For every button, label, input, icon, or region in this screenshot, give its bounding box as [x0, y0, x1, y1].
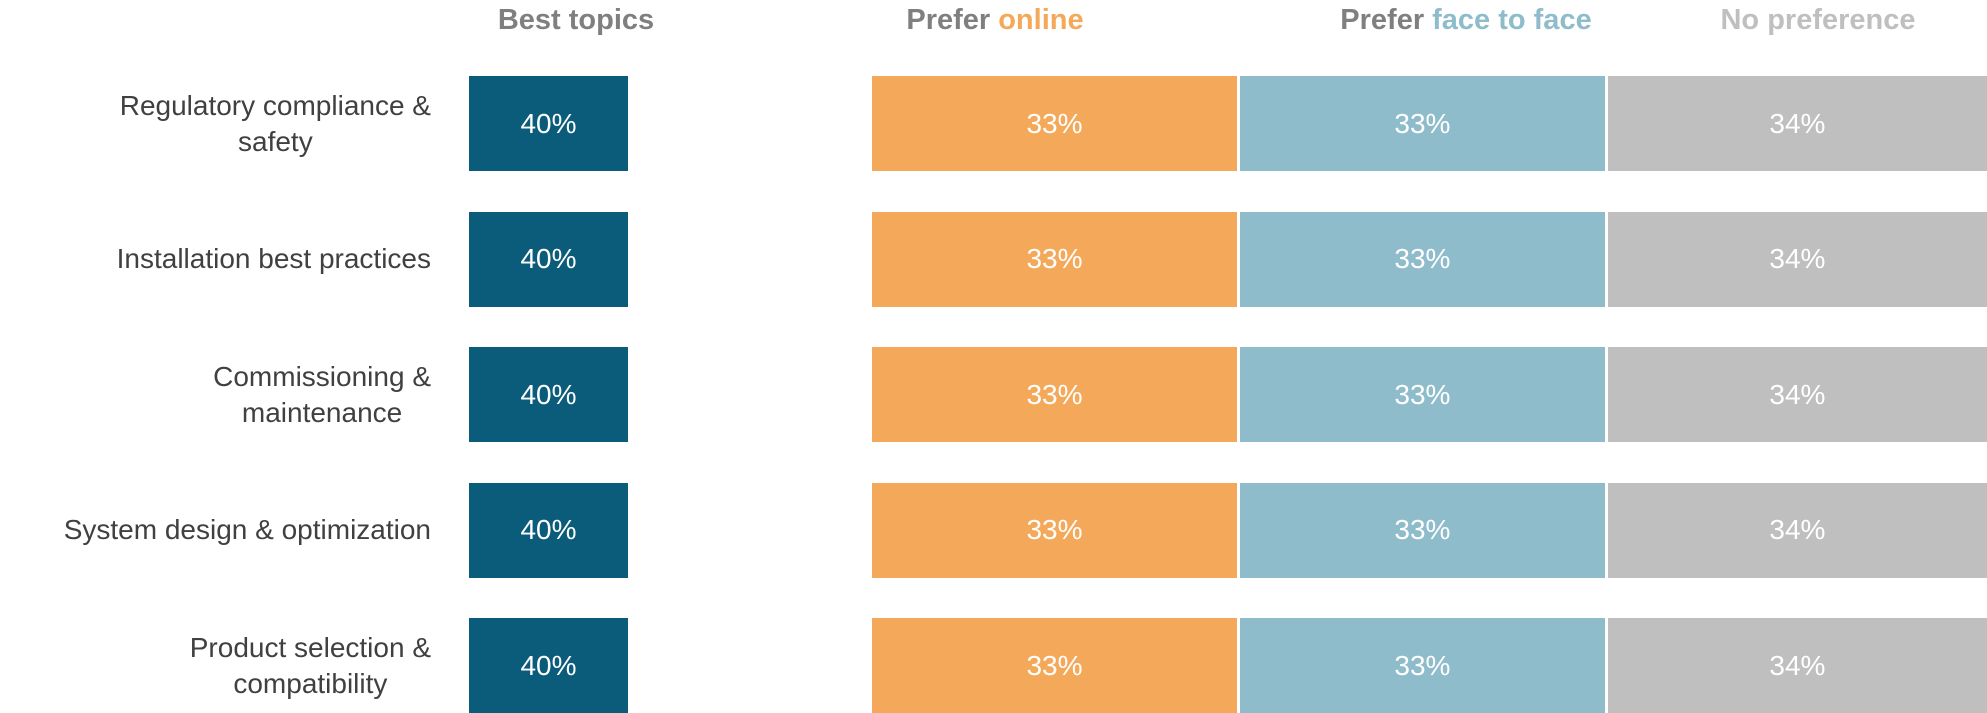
bar-segment: 33%: [872, 211, 1237, 307]
bar-segment: 33%: [1239, 482, 1605, 578]
value-label: 33%: [1394, 243, 1451, 274]
value-label: 33%: [1026, 378, 1083, 410]
header: Best topics: [497, 4, 655, 36]
bar: 40%: [469, 347, 628, 442]
category-label-box: Installation best practices: [117, 212, 431, 307]
bar-segment: 33%: [872, 76, 1237, 171]
value-label: 34%: [1769, 378, 1826, 410]
category-label: System design & optimization: [63, 514, 431, 545]
bar: 40%: [469, 618, 628, 713]
value-label: 34%: [1769, 107, 1826, 139]
bar-segment: 34%: [1607, 482, 1987, 578]
value-label: 33%: [1026, 514, 1083, 545]
header: Prefer online: [906, 4, 1083, 37]
bar: 40%: [469, 76, 628, 171]
bar-segment: 33%: [1239, 347, 1605, 442]
value-label: 33%: [1026, 107, 1083, 139]
value-label: 33%: [1394, 514, 1451, 545]
header-part: face to face: [1432, 4, 1592, 36]
bar-segment: 33%: [1239, 211, 1605, 307]
header-part: online: [998, 4, 1084, 36]
value-label: 33%: [1026, 649, 1083, 681]
category-label-box: Regulatory compliance & safety: [120, 76, 431, 171]
bar-segment: 34%: [1607, 618, 1987, 713]
bar-segment: 34%: [1607, 211, 1987, 307]
bar-segment: 33%: [872, 347, 1237, 442]
header: Prefer face to face: [1340, 4, 1591, 37]
header-part: Prefer: [1340, 4, 1425, 36]
category-label-box: System design & optimization: [64, 483, 431, 578]
category-label-box: Commissioning & maintenance: [213, 347, 431, 442]
value-label: 40%: [520, 243, 577, 274]
value-label: 34%: [1769, 649, 1826, 681]
category-label: Commissioning & maintenance: [213, 360, 431, 428]
category-label: Product selection & compatibility: [189, 631, 431, 699]
header-part: Prefer: [906, 4, 991, 36]
value-label: 33%: [1394, 649, 1451, 681]
value-label: 34%: [1769, 243, 1826, 274]
value-label: 33%: [1026, 243, 1083, 274]
value-label: 40%: [520, 514, 577, 545]
value-label: 33%: [1394, 107, 1451, 139]
value-label: 40%: [520, 378, 577, 410]
header-part: No preference: [1720, 4, 1916, 36]
bar-segment: 33%: [872, 482, 1237, 578]
bar-segment: 33%: [1239, 76, 1605, 171]
category-label-box: Product selection & compatibility: [190, 618, 431, 713]
bar-segment: 33%: [1239, 618, 1605, 713]
header: No preference: [1720, 4, 1915, 37]
value-label: 34%: [1769, 514, 1826, 545]
value-label: 40%: [520, 107, 577, 139]
bar: 40%: [469, 482, 628, 578]
bar-segment: 33%: [872, 618, 1237, 713]
bar-segment: 34%: [1607, 347, 1987, 442]
bar: 40%: [469, 211, 628, 307]
category-label: Installation best practices: [116, 243, 431, 274]
value-label: 33%: [1394, 378, 1451, 410]
bar-segment: 34%: [1607, 76, 1987, 171]
value-label: 40%: [520, 649, 577, 681]
category-label: Regulatory compliance & safety: [119, 89, 431, 157]
